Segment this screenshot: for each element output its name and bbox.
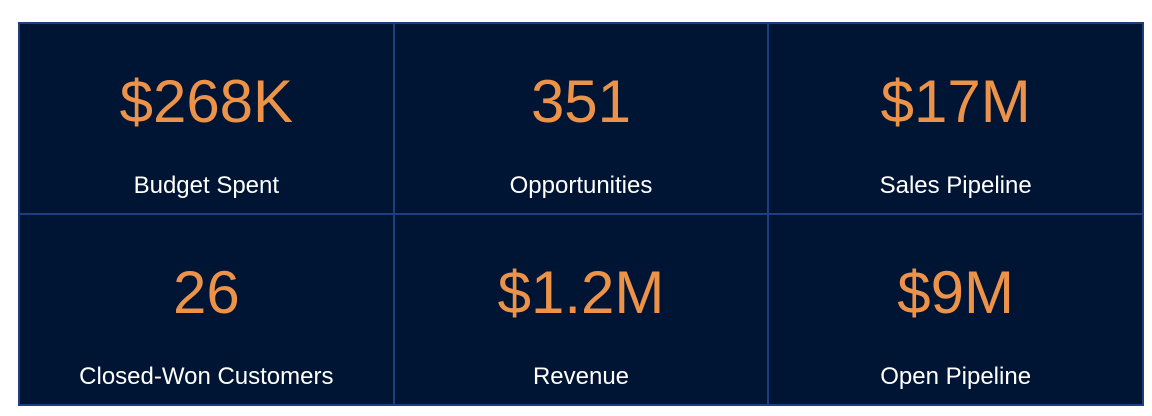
kpi-value: $17M — [880, 68, 1031, 135]
kpi-label: Sales Pipeline — [879, 172, 1032, 199]
kpi-value: 26 — [172, 259, 240, 326]
kpi-label: Closed-Won Customers — [79, 363, 334, 390]
kpi-value: $9M — [897, 259, 1015, 326]
kpi-grid: $268K Budget Spent 351 Opportunities $17M Sal… — [18, 22, 1144, 406]
kpi-tile: 26 Closed-Won Customers — [19, 214, 394, 405]
kpi-tile: $268K Budget Spent — [19, 23, 394, 214]
kpi-label: Open Pipeline — [880, 363, 1032, 390]
kpi-tile: $1.2M Revenue — [393, 214, 769, 405]
kpi-value: $1.2M — [497, 259, 665, 326]
kpi-label: Budget Spent — [133, 172, 280, 199]
kpi-tile: $9M Open Pipeline — [768, 214, 1143, 405]
kpi-label: Revenue — [532, 363, 630, 390]
kpi-tile: 351 Opportunities — [393, 23, 769, 214]
kpi-label: Opportunities — [509, 172, 653, 199]
kpi-tile: $17M Sales Pipeline — [768, 23, 1143, 214]
kpi-value: $268K — [119, 68, 294, 135]
kpi-value: 351 — [530, 68, 632, 135]
